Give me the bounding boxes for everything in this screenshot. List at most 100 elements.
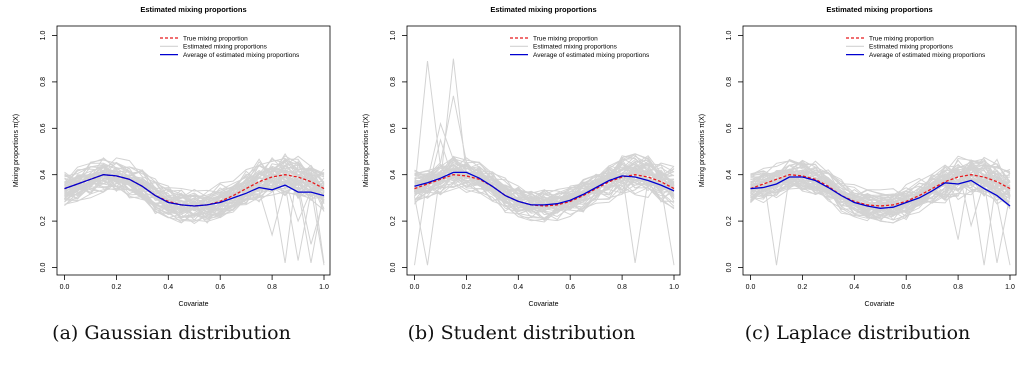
legend-label: True mixing proportion xyxy=(533,35,598,42)
y-tick-label: 1.0 xyxy=(726,31,733,41)
chart-panel-b: Estimated mixing proportions 0.0 0.2 0.4 0.6… xyxy=(350,0,693,380)
x-tick-label: 0.8 xyxy=(953,284,963,291)
x-tick-label: 0.2 xyxy=(462,284,472,291)
y-tick-label: 0.4 xyxy=(726,170,733,180)
legend-label: Estimated mixing proportions xyxy=(869,44,954,51)
replicate-curve xyxy=(750,164,1011,199)
x-axis-label: Covariate xyxy=(179,301,209,308)
legend-label: True mixing proportion xyxy=(869,35,934,42)
x-tick-label: 0.0 xyxy=(60,284,70,291)
replicate-curve xyxy=(64,177,325,220)
legend-label: Average of estimated mixing proportions xyxy=(869,52,986,59)
x-tick-label: 0.2 xyxy=(112,284,122,291)
x-tick-label: 0.8 xyxy=(267,284,277,291)
legend: True mixing proportion Estimated mixing p… xyxy=(846,35,986,59)
y-tick-label: 0.6 xyxy=(40,123,47,133)
average-estimate-line xyxy=(750,176,1011,209)
replicate-curve xyxy=(414,172,675,212)
chart-gaussian: Estimated mixing proportions 0.0 0.2 0.4 0.6… xyxy=(13,5,331,308)
y-tick-label: 0.2 xyxy=(390,216,397,226)
x-tick-label: 0.4 xyxy=(163,284,173,291)
replicate-curve xyxy=(64,178,325,223)
caption-gaussian: (a) Gaussian distribution xyxy=(52,322,291,344)
y-tick-label: 0.8 xyxy=(40,77,47,87)
replicate-curve xyxy=(750,158,1011,205)
y-tick-label: 0.0 xyxy=(390,263,397,273)
true-proportion-line xyxy=(750,174,1011,207)
replicate-curve xyxy=(414,172,675,213)
x-tick-label: 0.6 xyxy=(565,284,575,291)
replicate-curves xyxy=(750,155,1011,266)
y-tick-label: 0.6 xyxy=(390,123,397,133)
x-tick-label: 0.6 xyxy=(901,284,911,291)
chart-panel-c: Estimated mixing proportions 0.0 0.2 0.4 0.6… xyxy=(686,0,1029,380)
chart-title: Estimated mixing proportions xyxy=(140,5,246,14)
replicate-curve xyxy=(750,164,1011,211)
x-axis-label: Covariate xyxy=(529,301,559,308)
replicate-curve xyxy=(750,163,1011,208)
y-tick-label: 0.8 xyxy=(390,77,397,87)
y-axis-label: Mixing proportions π(X) xyxy=(13,114,20,187)
replicate-curve xyxy=(750,175,1011,220)
y-tick-label: 1.0 xyxy=(40,31,47,41)
replicate-curve xyxy=(64,163,325,212)
x-tick-label: 0.2 xyxy=(798,284,808,291)
average-estimate-line xyxy=(64,174,325,207)
x-tick-label: 1.0 xyxy=(319,284,329,291)
replicate-curve xyxy=(64,180,325,221)
y-tick-label: 0.0 xyxy=(726,263,733,273)
replicate-curve xyxy=(64,180,325,219)
replicate-curves xyxy=(414,58,675,266)
chart-laplace: Estimated mixing proportions 0.0 0.2 0.4 0.6… xyxy=(699,5,1017,308)
legend-label: True mixing proportion xyxy=(183,35,248,42)
x-tick-label: 0.8 xyxy=(617,284,627,291)
x-tick-label: 0.4 xyxy=(513,284,523,291)
caption-student: (b) Student distribution xyxy=(407,322,636,344)
replicate-curve xyxy=(750,155,1011,198)
replicate-curve xyxy=(414,167,675,208)
x-tick-label: 1.0 xyxy=(669,284,679,291)
replicate-curve xyxy=(64,174,325,222)
y-tick-label: 0.4 xyxy=(40,170,47,180)
y-axis-label: Mixing proportions π(X) xyxy=(363,114,370,187)
x-tick-label: 0.0 xyxy=(410,284,420,291)
x-tick-label: 0.0 xyxy=(746,284,756,291)
replicate-curve xyxy=(414,58,675,208)
replicate-curve xyxy=(414,155,675,195)
replicate-curve xyxy=(750,178,1011,224)
y-tick-label: 0.8 xyxy=(726,77,733,87)
replicate-curve xyxy=(414,155,675,203)
chart-title: Estimated mixing proportions xyxy=(826,5,932,14)
replicate-curves xyxy=(64,152,325,266)
y-tick-label: 0.2 xyxy=(40,216,47,226)
plot-frame xyxy=(56,25,331,276)
legend-label: Average of estimated mixing proportions xyxy=(533,52,650,59)
x-tick-label: 1.0 xyxy=(1005,284,1015,291)
replicate-curve xyxy=(750,163,1011,213)
y-tick-label: 0.4 xyxy=(390,170,397,180)
replicate-curve xyxy=(750,170,1011,217)
replicate-curve xyxy=(64,170,325,213)
replicate-curve xyxy=(64,167,325,215)
plot-frame xyxy=(406,25,681,276)
legend-label: Average of estimated mixing proportions xyxy=(183,52,300,59)
x-tick-label: 0.4 xyxy=(849,284,859,291)
legend-label: Estimated mixing proportions xyxy=(533,44,618,51)
legend: True mixing proportion Estimated mixing p… xyxy=(510,35,650,59)
y-tick-label: 1.0 xyxy=(390,31,397,41)
x-tick-label: 0.6 xyxy=(215,284,225,291)
legend: True mixing proportion Estimated mixing p… xyxy=(160,35,300,59)
average-estimate-line xyxy=(414,171,675,206)
y-tick-label: 0.6 xyxy=(726,123,733,133)
y-tick-label: 0.2 xyxy=(726,216,733,226)
replicate-curve xyxy=(64,161,325,211)
chart-title: Estimated mixing proportions xyxy=(490,5,596,14)
y-tick-label: 0.0 xyxy=(40,263,47,273)
plot-frame xyxy=(742,25,1017,276)
caption-laplace: (c) Laplace distribution xyxy=(744,322,971,344)
chart-student: Estimated mixing proportions 0.0 0.2 0.4 0.6… xyxy=(363,5,681,308)
replicate-curve xyxy=(414,172,675,219)
true-proportion-line xyxy=(414,174,675,207)
y-axis-label: Mixing proportions π(X) xyxy=(699,114,706,187)
chart-panel-a: Estimated mixing proportions 0.0 0.2 0.4 0.6… xyxy=(0,0,343,380)
